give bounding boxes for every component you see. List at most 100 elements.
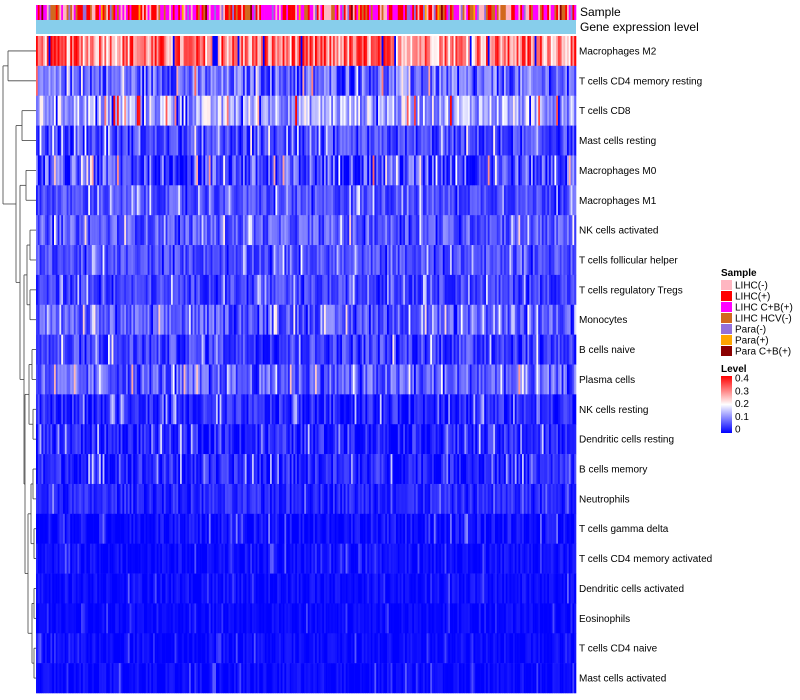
heatmap-cell [203, 65, 206, 97]
heatmap-cell [284, 155, 287, 186]
heatmap-cell [266, 245, 269, 276]
heatmap-cell [475, 36, 478, 67]
heatmap-cell [291, 274, 294, 306]
heatmap-cell [100, 215, 103, 246]
heatmap-cell [52, 185, 55, 216]
heatmap-cell [275, 185, 278, 216]
heatmap-cell [381, 95, 384, 126]
heatmap-cell [480, 454, 483, 485]
heatmap-cell [93, 424, 96, 455]
heatmap-cell [288, 364, 291, 395]
heatmap-cell [455, 245, 458, 276]
heatmap-cell [468, 65, 471, 97]
sample-annotation-cell [306, 5, 309, 20]
heatmap-cell [48, 185, 51, 216]
heatmap-cell [196, 155, 199, 186]
heatmap-cell [52, 215, 55, 246]
heatmap-cell [342, 483, 345, 515]
heatmap-cell [293, 185, 296, 216]
heatmap-cell [514, 364, 517, 395]
heatmap-cell [181, 155, 184, 186]
heatmap-cell [93, 36, 96, 67]
heatmap-cell [466, 424, 469, 455]
heatmap-cell [460, 394, 463, 425]
heatmap-cell [266, 185, 269, 216]
heatmap-cell [540, 394, 543, 425]
heatmap-cell [439, 364, 442, 395]
heatmap-cell [165, 364, 168, 395]
heatmap-cell [187, 304, 190, 335]
heatmap-cell [376, 185, 379, 216]
heatmap-cell [453, 36, 456, 67]
heatmap-cell [504, 155, 507, 186]
heatmap-cell [370, 245, 373, 276]
heatmap-cell [72, 274, 75, 306]
heatmap-cell [441, 304, 444, 335]
heatmap-cell [453, 215, 456, 246]
heatmap-cell [342, 95, 345, 126]
heatmap-cell [37, 36, 40, 67]
heatmap-cell [50, 424, 53, 455]
heatmap-cell [203, 185, 206, 216]
heatmap-cell [428, 245, 431, 276]
heatmap-cell [552, 245, 555, 276]
heatmap-cell [228, 334, 231, 365]
heatmap-cell [307, 65, 310, 97]
sample-annotation-cell [397, 5, 400, 20]
heatmap-cell [158, 155, 161, 186]
heatmap-cell [554, 155, 557, 186]
heatmap-cell [406, 454, 409, 485]
heatmap-cell [347, 483, 350, 515]
heatmap-cell [212, 483, 215, 515]
heatmap-cell [81, 65, 84, 97]
heatmap-cell [450, 334, 453, 365]
heatmap-cell [167, 364, 170, 395]
heatmap-cell [327, 483, 330, 515]
heatmap-cell [162, 155, 165, 186]
heatmap-cell [410, 155, 413, 186]
heatmap-cell [372, 215, 375, 246]
heatmap-cell [46, 424, 49, 455]
heatmap-cell [39, 95, 42, 126]
heatmap-cell [342, 424, 345, 455]
heatmap-cell [558, 454, 561, 485]
heatmap-cell [131, 215, 134, 246]
heatmap-cell [228, 304, 231, 335]
heatmap-cell [522, 36, 525, 67]
heatmap-cell [378, 65, 381, 97]
heatmap-cell [147, 424, 150, 455]
heatmap-cell [307, 245, 310, 276]
heatmap-cell [48, 245, 51, 276]
heatmap-cell [97, 274, 100, 306]
heatmap-cell [325, 65, 328, 97]
heatmap-cell [522, 185, 525, 216]
heatmap-cell [464, 364, 467, 395]
heatmap-cell [234, 274, 237, 306]
heatmap-cell [185, 185, 188, 216]
heatmap-cell [369, 424, 372, 455]
heatmap-cell [570, 394, 573, 425]
heatmap-cell [534, 334, 537, 365]
heatmap-cell [349, 454, 352, 485]
heatmap-cell [187, 125, 190, 156]
heatmap-cell [126, 36, 129, 67]
heatmap-cell [536, 424, 539, 455]
heatmap-cell [225, 394, 228, 425]
sample-annotation-cell [502, 5, 505, 20]
heatmap-cell [439, 334, 442, 365]
heatmap-cell [66, 215, 69, 246]
heatmap-cell [471, 274, 474, 306]
heatmap-cell [262, 304, 265, 335]
sample-annotation-cell [468, 5, 471, 20]
heatmap-cell [154, 274, 157, 306]
heatmap-cell [572, 36, 575, 67]
heatmap-cell [446, 424, 449, 455]
heatmap-cell [273, 483, 276, 515]
heatmap-cell [396, 95, 399, 126]
heatmap-cell [527, 424, 530, 455]
heatmap-cell [417, 36, 420, 67]
heatmap-cell [226, 155, 229, 186]
heatmap-cell [370, 274, 373, 306]
sample-annotation-cell [171, 5, 174, 20]
heatmap-cell [205, 36, 208, 67]
